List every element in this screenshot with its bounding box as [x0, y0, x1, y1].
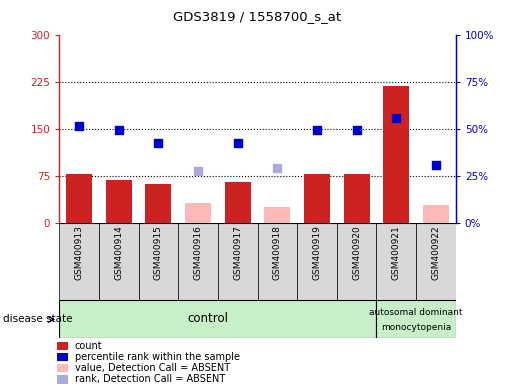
Text: GSM400922: GSM400922 — [432, 225, 440, 280]
Bar — [218, 223, 258, 300]
Text: GSM400915: GSM400915 — [154, 225, 163, 280]
Point — [194, 168, 202, 174]
Bar — [344, 174, 370, 223]
Text: GSM400916: GSM400916 — [194, 225, 202, 280]
Bar — [57, 375, 68, 384]
Bar — [66, 174, 92, 223]
Bar — [376, 223, 416, 300]
Bar — [264, 207, 290, 223]
Point — [273, 164, 281, 170]
Text: GSM400914: GSM400914 — [114, 225, 123, 280]
Bar — [337, 223, 376, 300]
Bar — [99, 223, 139, 300]
Text: GSM400917: GSM400917 — [233, 225, 242, 280]
Bar — [139, 223, 178, 300]
Point — [233, 140, 242, 146]
Text: count: count — [75, 341, 102, 351]
Bar — [225, 182, 251, 223]
Point — [352, 127, 360, 133]
Bar — [59, 223, 99, 300]
Point — [313, 127, 321, 133]
Point — [432, 162, 440, 168]
Text: disease state: disease state — [3, 314, 72, 324]
Bar — [106, 180, 132, 223]
Bar — [59, 300, 376, 338]
Text: GSM400921: GSM400921 — [392, 225, 401, 280]
Point — [154, 140, 162, 146]
Text: autosomal dominant: autosomal dominant — [369, 308, 463, 318]
Point — [392, 115, 401, 121]
Bar — [383, 86, 409, 223]
Text: rank, Detection Call = ABSENT: rank, Detection Call = ABSENT — [75, 374, 225, 384]
Bar — [423, 205, 449, 223]
Text: value, Detection Call = ABSENT: value, Detection Call = ABSENT — [75, 363, 230, 373]
Text: GSM400919: GSM400919 — [313, 225, 321, 280]
Bar — [416, 223, 456, 300]
Bar — [304, 174, 330, 223]
Bar — [178, 223, 218, 300]
Bar — [57, 342, 68, 350]
Text: GSM400918: GSM400918 — [273, 225, 282, 280]
Text: monocytopenia: monocytopenia — [381, 323, 451, 332]
Text: GSM400920: GSM400920 — [352, 225, 361, 280]
Bar — [376, 300, 456, 338]
Bar — [297, 223, 337, 300]
Point — [114, 127, 123, 133]
Text: GSM400913: GSM400913 — [75, 225, 83, 280]
Text: GDS3819 / 1558700_s_at: GDS3819 / 1558700_s_at — [174, 10, 341, 23]
Bar — [145, 184, 171, 223]
Text: control: control — [187, 312, 229, 325]
Bar — [57, 364, 68, 372]
Bar — [57, 353, 68, 361]
Point — [75, 122, 83, 129]
Bar — [185, 203, 211, 223]
Text: percentile rank within the sample: percentile rank within the sample — [75, 352, 239, 362]
Bar — [258, 223, 297, 300]
